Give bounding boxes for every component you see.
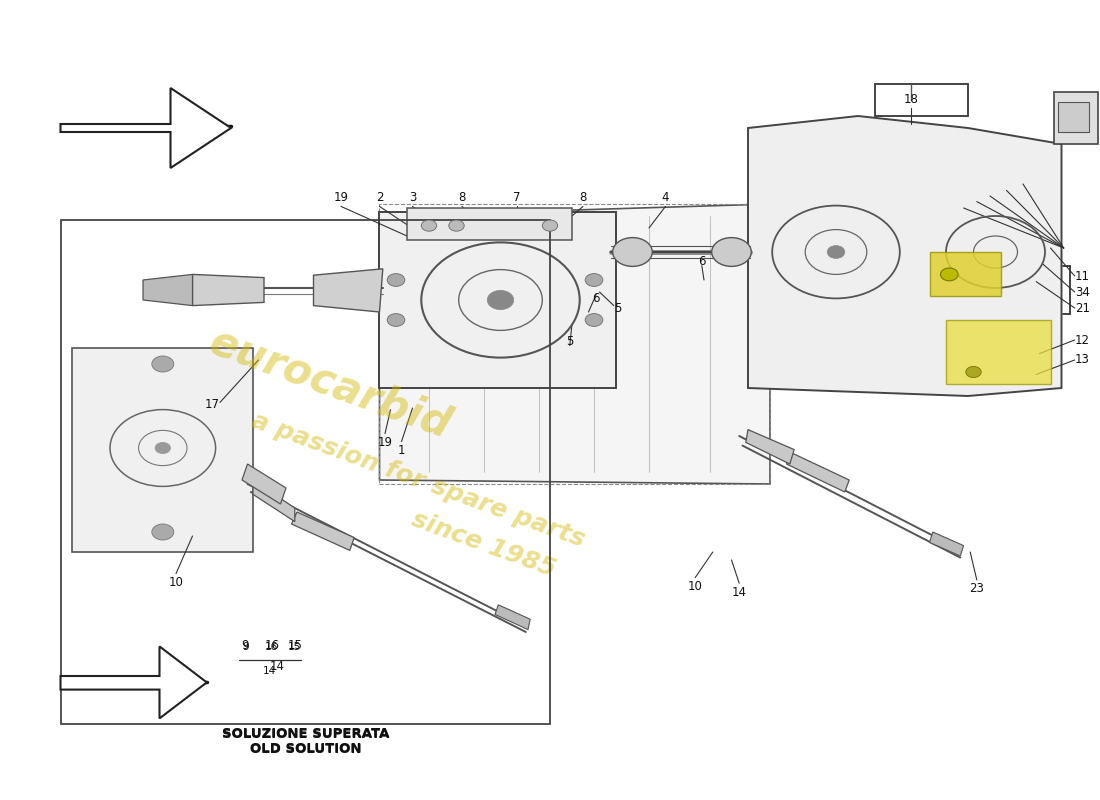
Bar [379, 204, 770, 484]
Text: 6: 6 [698, 255, 705, 268]
Circle shape [585, 314, 603, 326]
Text: 13: 13 [1075, 354, 1090, 366]
Text: 23: 23 [969, 582, 984, 595]
Polygon shape [786, 452, 849, 492]
Text: OLD SOLUTION: OLD SOLUTION [250, 743, 362, 756]
Text: 3: 3 [409, 191, 416, 204]
Polygon shape [946, 320, 1050, 384]
Circle shape [966, 366, 981, 378]
Polygon shape [242, 464, 286, 504]
Circle shape [449, 220, 464, 231]
Polygon shape [292, 512, 354, 550]
Text: a passion for spare parts: a passion for spare parts [248, 408, 588, 552]
Text: 11: 11 [1075, 270, 1090, 282]
Text: 6: 6 [593, 292, 600, 305]
Text: 10: 10 [688, 580, 703, 593]
Text: SOLUZIONE SUPERATA: SOLUZIONE SUPERATA [222, 727, 389, 740]
Polygon shape [60, 88, 231, 168]
Text: 15: 15 [288, 642, 301, 652]
Text: 9: 9 [242, 639, 249, 652]
Polygon shape [60, 646, 207, 718]
Text: 12: 12 [1075, 334, 1090, 346]
Bar [1054, 92, 1098, 144]
Circle shape [940, 268, 958, 281]
Text: 1: 1 [398, 444, 405, 457]
Text: 19: 19 [333, 191, 349, 204]
Text: 5: 5 [614, 302, 622, 314]
Text: since 1985: since 1985 [409, 507, 559, 581]
Text: SOLUZIONE SUPERATA: SOLUZIONE SUPERATA [222, 728, 389, 741]
Text: 8: 8 [459, 191, 465, 204]
Circle shape [613, 238, 652, 266]
Polygon shape [143, 274, 192, 306]
Circle shape [421, 220, 437, 231]
Polygon shape [407, 208, 572, 240]
Polygon shape [495, 605, 530, 630]
Bar [60, 220, 550, 724]
Circle shape [712, 238, 751, 266]
Circle shape [152, 524, 174, 540]
Circle shape [387, 314, 405, 326]
Polygon shape [379, 204, 770, 484]
Text: 10: 10 [168, 576, 184, 589]
Bar [72, 348, 253, 552]
Text: 16: 16 [264, 639, 279, 652]
Polygon shape [253, 480, 295, 522]
Bar [930, 252, 1001, 296]
Circle shape [487, 290, 514, 310]
Polygon shape [746, 430, 794, 464]
Polygon shape [748, 116, 1062, 396]
Polygon shape [192, 274, 264, 306]
Text: 14: 14 [270, 660, 285, 673]
Circle shape [152, 356, 174, 372]
Text: 4: 4 [662, 191, 669, 204]
Circle shape [155, 442, 170, 454]
Bar [1058, 102, 1089, 132]
Polygon shape [930, 532, 964, 556]
Polygon shape [379, 212, 616, 388]
Text: 18: 18 [903, 93, 918, 106]
Text: 15: 15 [287, 639, 303, 652]
Circle shape [387, 274, 405, 286]
Text: 34: 34 [1075, 286, 1090, 298]
Text: eurocarbid: eurocarbid [204, 321, 456, 447]
Circle shape [542, 220, 558, 231]
Text: 21: 21 [1075, 302, 1090, 314]
Text: 14: 14 [732, 586, 747, 598]
Text: 19: 19 [377, 436, 393, 449]
Circle shape [585, 274, 603, 286]
Text: OLD SOLUTION: OLD SOLUTION [250, 742, 362, 754]
Text: 16: 16 [265, 642, 278, 652]
Text: 17: 17 [205, 398, 220, 410]
Text: 5: 5 [566, 335, 573, 348]
Text: 7: 7 [514, 191, 520, 204]
Text: 9: 9 [242, 642, 249, 652]
Text: 8: 8 [580, 191, 586, 204]
Polygon shape [314, 269, 383, 312]
Text: 14: 14 [263, 666, 276, 677]
Circle shape [827, 246, 845, 258]
Text: 2: 2 [376, 191, 383, 204]
